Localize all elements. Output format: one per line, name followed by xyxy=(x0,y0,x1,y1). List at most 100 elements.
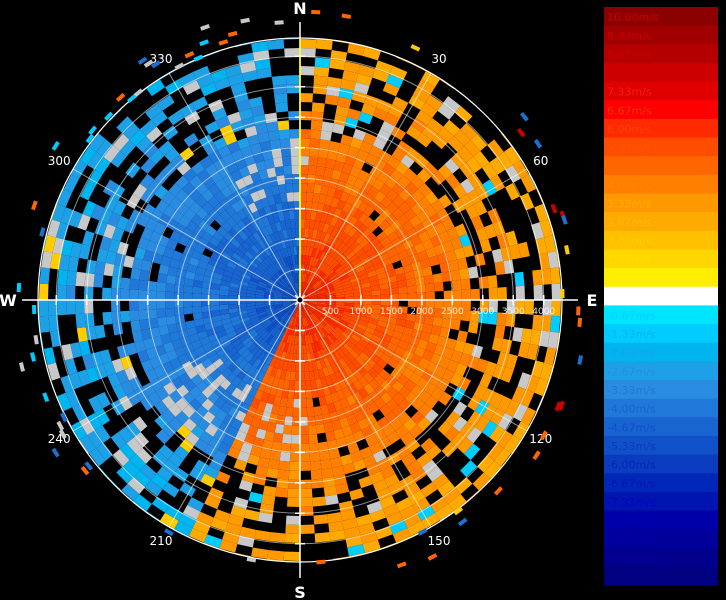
velocity-cell xyxy=(294,255,298,265)
velocity-cell xyxy=(289,138,300,148)
velocity-cell xyxy=(183,379,196,392)
velocity-cell xyxy=(222,270,234,278)
velocity-speckle xyxy=(453,506,464,516)
velocity-cell xyxy=(293,326,297,336)
velocity-cell xyxy=(479,372,493,389)
velocity-cell xyxy=(264,295,274,299)
velocity-cell xyxy=(445,338,457,351)
velocity-cell xyxy=(145,217,159,232)
velocity-cell xyxy=(267,550,285,561)
azimuth-spokes xyxy=(72,72,528,528)
velocity-cell xyxy=(475,227,489,242)
cardinal-label-w: W xyxy=(0,291,17,310)
velocity-cell xyxy=(367,367,379,379)
velocity-cell xyxy=(200,82,218,97)
velocity-cell xyxy=(303,264,307,274)
velocity-cell xyxy=(300,210,306,220)
velocity-cell xyxy=(424,395,439,409)
velocity-cell xyxy=(225,205,237,217)
velocity-cell xyxy=(358,64,376,78)
colorbar-label: 6.00m/s xyxy=(607,123,652,136)
velocity-cell xyxy=(231,201,243,213)
velocity-cell xyxy=(254,254,264,264)
velocity-cell xyxy=(277,230,285,241)
velocity-cell xyxy=(547,251,559,269)
velocity-cell xyxy=(125,162,141,179)
velocity-speckle xyxy=(311,9,321,15)
velocity-cell xyxy=(442,240,455,253)
velocity-cell xyxy=(344,300,354,304)
velocity-cell xyxy=(448,259,460,272)
velocity-cell xyxy=(421,459,438,475)
velocity-cell xyxy=(326,291,336,295)
velocity-cell xyxy=(193,273,205,282)
velocity-cell xyxy=(289,129,300,139)
velocity-cell xyxy=(186,220,199,233)
velocity-cell xyxy=(409,215,422,228)
velocity-cell xyxy=(88,448,106,467)
velocity-cell xyxy=(231,252,242,262)
velocity-cell xyxy=(222,322,234,330)
velocity-cell xyxy=(324,394,334,405)
velocity-cell xyxy=(155,429,171,445)
velocity-cell xyxy=(260,392,270,403)
velocity-cell xyxy=(317,221,326,232)
velocity-cell xyxy=(300,371,306,381)
azimuth-label: 120 xyxy=(529,432,552,446)
velocity-cell xyxy=(273,241,281,252)
velocity-cell xyxy=(372,479,389,493)
velocity-cell xyxy=(256,188,267,200)
velocity-cell xyxy=(326,224,335,235)
velocity-cell xyxy=(494,448,512,467)
velocity-cell xyxy=(255,123,268,135)
velocity-cell xyxy=(450,269,461,281)
velocity-cell xyxy=(186,263,198,274)
colorbar-label: 6.67m/s xyxy=(607,104,652,117)
velocity-cell xyxy=(241,319,252,327)
velocity-cell xyxy=(88,133,106,152)
velocity-cell xyxy=(397,213,410,226)
velocity-cell xyxy=(290,434,300,444)
velocity-cell xyxy=(441,368,455,383)
velocity-cell xyxy=(380,195,393,209)
velocity-cell xyxy=(307,228,314,239)
velocity-cell xyxy=(163,246,175,259)
velocity-cell xyxy=(48,300,58,316)
velocity-cell xyxy=(282,313,290,322)
velocity-cell xyxy=(320,459,333,470)
velocity-cell xyxy=(183,132,199,148)
colorbar-label: -6.00m/s xyxy=(607,459,656,472)
velocity-cell xyxy=(256,251,266,261)
velocity-cell xyxy=(162,459,179,475)
velocity-cell xyxy=(512,421,529,440)
velocity-cell xyxy=(296,246,300,256)
velocity-cell xyxy=(315,39,333,50)
velocity-cell xyxy=(329,529,346,542)
velocity-cell xyxy=(417,389,432,404)
velocity-cell xyxy=(219,209,232,222)
velocity-cell xyxy=(526,343,539,361)
velocity-speckle xyxy=(133,88,144,98)
velocity-cell xyxy=(263,332,272,342)
velocity-cell xyxy=(156,466,174,483)
velocity-cell xyxy=(274,368,283,379)
velocity-cell xyxy=(130,320,141,333)
velocity-cell xyxy=(305,326,309,336)
velocity-cell xyxy=(404,181,419,196)
velocity-cell xyxy=(346,174,358,186)
velocity-cell xyxy=(210,294,220,300)
velocity-speckle xyxy=(33,334,39,345)
velocity-cell xyxy=(334,288,345,294)
velocity-cell xyxy=(306,288,315,295)
velocity-cell xyxy=(283,257,289,267)
velocity-cell xyxy=(326,402,337,414)
velocity-cell xyxy=(484,361,497,377)
velocity-cell xyxy=(389,287,399,295)
velocity-cell xyxy=(372,178,385,191)
velocity-cell xyxy=(328,258,337,268)
velocity-cell xyxy=(320,130,333,141)
velocity-cell xyxy=(497,287,507,300)
velocity-cell xyxy=(165,307,175,317)
velocity-cell xyxy=(340,509,356,522)
velocity-cell xyxy=(158,444,174,460)
